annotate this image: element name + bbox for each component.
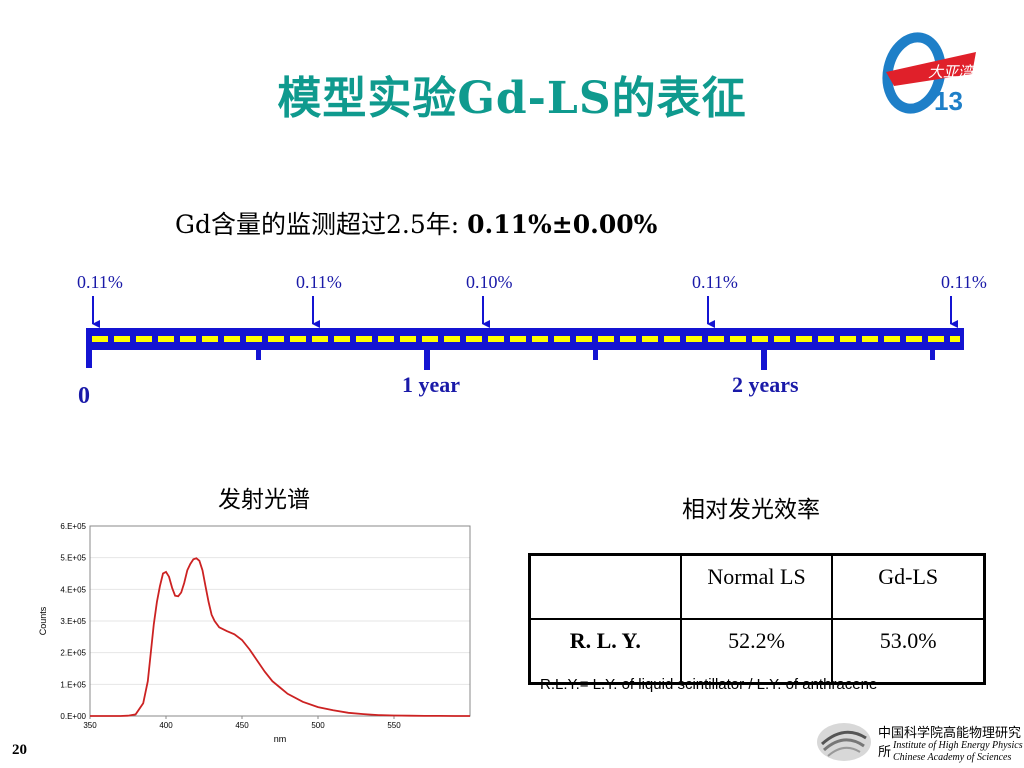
academy-name-en: Chinese Academy of Sciences (893, 752, 1012, 763)
timeline-zero-label: 0 (78, 383, 90, 409)
timeline-tick (930, 348, 935, 360)
y-tick-label: 6.E+05 (60, 522, 86, 531)
slide-title: 模型实验Gd-LS的表征 (277, 73, 747, 124)
x-tick-label: 350 (83, 721, 97, 730)
spectrum-heading: 发射光谱 (218, 487, 310, 513)
timeline-tick (593, 348, 598, 360)
daya-bay-logo-text: 大亚湾 (928, 63, 976, 81)
x-axis-label: nm (274, 734, 287, 744)
y-tick-label: 5.E+05 (60, 554, 86, 563)
timeline-start-tick (86, 328, 92, 368)
timeline-measurement-label: 0.11% (77, 272, 123, 292)
table-row: Normal LS Gd-LS (528, 553, 986, 620)
table-cell-gd-ls: 53.0% (831, 618, 986, 685)
y-axis-label: Counts (38, 606, 48, 635)
institute-name-en: Institute of High Energy Physics (893, 740, 1023, 751)
spectrum-line (90, 557, 470, 717)
x-tick-label: 450 (235, 721, 249, 730)
ihep-logo-icon (817, 723, 871, 761)
timeline-year2-label: 2 years (732, 372, 799, 397)
subtitle-prefix: Gd含量的监测超过2.5年: (175, 210, 460, 239)
y-tick-label: 1.E+05 (60, 680, 86, 689)
daya-bay-logo-number: 13 (934, 86, 963, 116)
table-row-label: R. L. Y. (528, 618, 682, 685)
timeline-measurement-label: 0.11% (296, 272, 342, 292)
efficiency-note: R.L.Y.= L.Y. of liquid scintillator / L.… (540, 676, 878, 693)
efficiency-heading: 相对发光效率 (682, 497, 820, 523)
timeline-year-tick (424, 348, 430, 370)
timeline-year1-label: 1 year (402, 372, 461, 397)
timeline-measurement-label: 0.10% (466, 272, 513, 292)
emission-spectrum-chart: 0.E+00 1.E+05 2.E+05 3.E+05 4.E+05 5.E+05 6.E+… (38, 522, 471, 744)
plot-frame (89, 525, 471, 717)
y-tick-label: 2.E+05 (60, 649, 86, 658)
timeline-tick (256, 348, 261, 360)
timeline-measurement-label: 0.11% (941, 272, 987, 292)
daya-bay-logo: 大亚湾 13 (882, 32, 976, 116)
table-header-normal-ls: Normal LS (679, 553, 834, 620)
institute-name-cn: 中国科学院高能物理研究所 (878, 726, 1022, 760)
efficiency-table: Normal LS Gd-LS R. L. Y. 52.2% 53.0% (528, 553, 986, 685)
table-row: R. L. Y. 52.2% 53.0% (528, 618, 986, 685)
timeline (86, 296, 964, 370)
timeline-year-tick (761, 348, 767, 370)
page-number: 20 (12, 742, 27, 758)
table-header-gd-ls: Gd-LS (831, 553, 986, 620)
y-tick-label: 4.E+05 (60, 585, 86, 594)
table-header-empty (528, 553, 682, 620)
y-tick-label: 3.E+05 (60, 617, 86, 626)
x-tick-label: 400 (159, 721, 173, 730)
table-cell-normal-ls: 52.2% (679, 618, 834, 685)
y-tick-label: 0.E+00 (60, 712, 86, 721)
timeline-measurement-label: 0.11% (692, 272, 738, 292)
x-tick-label: 550 (387, 721, 401, 730)
subtitle-value: 0.11%±0.00% (467, 210, 658, 239)
subtitle: Gd含量的监测超过2.5年: 0.11%±0.00% (175, 205, 657, 241)
x-tick-label: 500 (311, 721, 325, 730)
